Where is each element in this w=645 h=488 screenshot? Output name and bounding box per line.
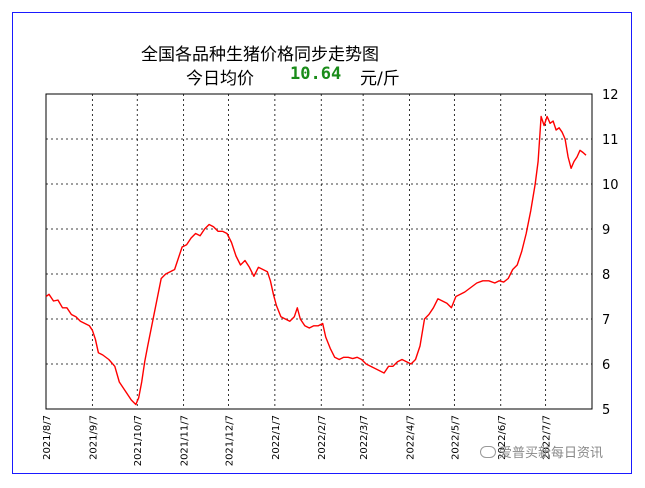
average-price-label: 今日均价 [186,69,254,89]
x-tick-label: 2022/1/7 [271,415,282,460]
price-series-line [45,115,587,406]
plot-border [45,93,593,410]
chart-title: 全国各品种生猪价格同步走势图 [141,45,379,65]
x-tick-label: 2022/7/7 [542,415,553,460]
x-tick-label: 2022/3/7 [359,415,370,460]
x-tick-label: 2022/2/7 [317,415,328,460]
wechat-icon [480,446,496,458]
x-tick-label: 2021/11/7 [180,415,191,466]
y-tick-label: 12 [602,88,619,103]
x-tick-label: 2022/4/7 [406,415,417,460]
x-tick-label: 2021/8/7 [42,415,53,460]
watermark-text: 爱普买新每日资讯 [499,446,604,461]
watermark: 爱普买新每日资讯 [480,442,603,461]
y-tick-label: 10 [602,178,619,193]
average-price-unit: 元/斤 [360,69,400,89]
y-tick-label: 11 [602,133,619,148]
y-tick-label: 5 [602,403,610,418]
y-tick-label: 8 [602,268,610,283]
y-tick-label: 6 [602,358,610,373]
x-tick-label: 2021/12/7 [224,415,235,466]
y-tick-label: 9 [602,223,610,238]
x-tick-label: 2021/9/7 [88,415,99,460]
plot-area [46,94,592,409]
average-price-value: 10.64 [290,64,342,84]
x-tick-label: 2021/10/7 [133,415,144,466]
x-tick-label: 2022/5/7 [450,415,461,460]
x-tick-label: 2022/6/7 [497,415,508,460]
y-tick-label: 7 [602,313,610,328]
